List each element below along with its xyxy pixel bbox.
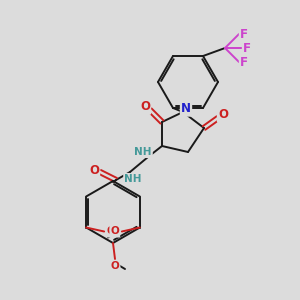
Text: F: F <box>240 28 248 40</box>
Text: O: O <box>110 226 119 236</box>
Text: N: N <box>181 103 191 116</box>
Text: O: O <box>218 109 228 122</box>
Text: O: O <box>111 261 119 271</box>
Text: F: F <box>240 56 248 68</box>
Text: O: O <box>107 226 116 236</box>
Text: NH: NH <box>134 147 152 157</box>
Text: O: O <box>89 164 99 176</box>
Text: F: F <box>243 41 251 55</box>
Text: O: O <box>140 100 150 113</box>
Text: NH: NH <box>124 174 142 184</box>
